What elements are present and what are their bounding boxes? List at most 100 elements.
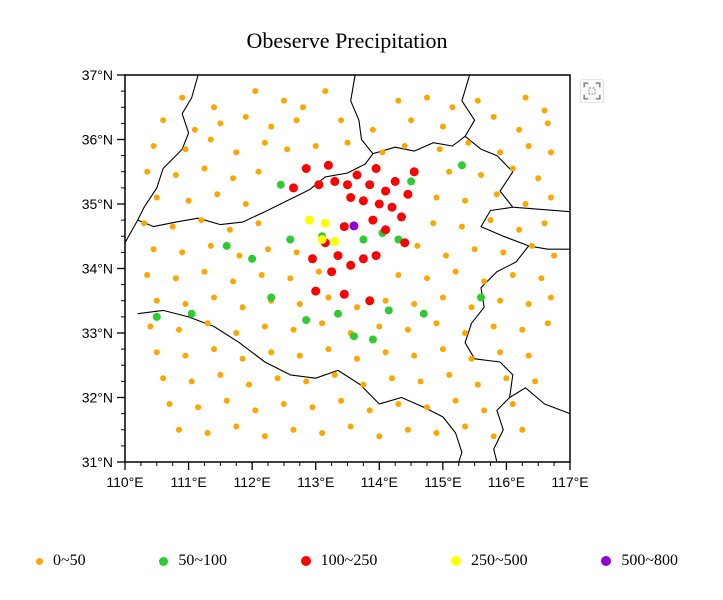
scatter-point-0-50 [465,139,472,146]
scatter-point-0-50 [439,123,446,130]
scatter-point-0-50 [525,352,532,359]
scatter-point-100-250 [365,180,375,190]
scatter-point-0-50 [430,220,437,227]
x-tick-label: 112°E [234,474,271,490]
scatter-point-0-50 [490,433,497,440]
scatter-point-0-50 [404,326,411,333]
scatter-point-100-250 [400,238,410,248]
scatter-point-100-250 [374,199,384,209]
scatter-point-100-250 [301,164,311,173]
scatter-point-0-50 [347,423,354,430]
scatter-point-0-50 [366,407,373,414]
scatter-point-100-250 [390,176,400,186]
scatter-point-100-250 [289,183,298,193]
scatter-point-100-250 [409,167,419,177]
scatter-point-0-50 [408,117,415,124]
scatter-point-0-50 [516,126,523,133]
legend-marker-icon [300,556,311,566]
scatter-point-0-50 [261,323,268,330]
scatter-point-0-50 [287,275,294,282]
map-outline [509,387,571,415]
y-tick-label: 35°N [82,196,113,212]
scatter-point-500-800 [349,221,359,231]
scatter-point-100-250 [368,215,378,225]
legend: 0~50 50~100 100~250 250~500 500~800 [36,552,678,570]
scatter-point-0-50 [551,252,558,259]
scatter-point-0-50 [211,294,217,301]
y-tick-label: 31°N [82,454,113,470]
scatter-point-0-50 [497,297,504,304]
scatter-point-50-100 [477,293,485,302]
y-tick-label: 34°N [82,261,113,277]
scatter-point-0-50 [211,104,217,111]
scatter-point-0-50 [246,381,252,388]
scatter-point-0-50 [547,149,554,156]
scatter-point-100-250 [397,212,406,222]
scatter-point-0-50 [433,194,440,201]
scatter-point-0-50 [233,423,240,430]
scatter-point-0-50 [201,165,208,172]
scatter-point-250-500 [304,215,314,225]
scatter-point-50-100 [407,177,416,186]
scatter-point-0-50 [315,268,322,275]
scatter-point-0-50 [376,323,383,330]
scatter-point-0-50 [490,113,497,120]
scatter-point-50-100 [419,309,428,318]
scatter-point-100-250 [333,251,343,261]
scatter-point-0-50 [153,349,160,356]
scatter-point-100-250 [308,254,317,264]
scatter-point-0-50 [242,113,249,120]
map-outline [309,74,374,191]
scatter-point-0-50 [522,201,529,207]
scatter-point-100-250 [358,254,368,264]
scatter-point-0-50 [535,175,542,182]
scatter-point-0-50 [449,104,456,111]
region-select-icon[interactable] [580,79,604,103]
scatter-point-0-50 [230,175,237,182]
scatter-point-0-50 [389,375,395,382]
frame-corners-icon [583,82,601,100]
scatter-point-100-250 [339,289,349,299]
scatter-point-0-50 [172,275,179,282]
scatter-point-0-50 [509,401,516,407]
scatter-point-0-50 [325,346,332,353]
scatter-point-0-50 [198,217,205,224]
scatter-point-100-250 [352,170,362,180]
scatter-point-100-250 [339,222,349,232]
scatter-point-0-50 [424,94,430,101]
scatter-point-0-50 [296,301,303,307]
scatter-point-0-50 [541,107,548,114]
scatter-point-0-50 [268,123,275,130]
scatter-point-100-250 [358,196,368,206]
scatter-point-50-100 [349,332,358,341]
scatter-point-0-50 [182,352,189,359]
legend-marker-icon [36,557,43,565]
scatter-point-100-250 [343,180,352,190]
scatter-point-0-50 [462,197,469,204]
scatter-point-0-50 [516,226,523,233]
scatter-point-0-50 [182,301,189,307]
scatter-point-0-50 [322,88,329,95]
scatter-point-0-50 [354,355,360,362]
scatter-point-0-50 [207,136,214,143]
scatter-point-0-50 [312,143,319,149]
scatter-point-0-50 [290,426,297,433]
scatter-point-0-50 [204,430,211,436]
legend-marker-icon [159,556,169,566]
scatter-point-0-50 [541,220,548,227]
scatter-point-0-50 [509,272,516,278]
scatter-point-0-50 [481,407,488,414]
scatter-point-0-50 [338,397,345,404]
scatter-point-100-250 [346,193,356,202]
scatter-point-0-50 [217,371,224,378]
scatter-point-0-50 [411,301,418,307]
scatter-point-0-50 [223,397,230,404]
scatter-point-0-50 [261,433,268,440]
scatter-point-0-50 [188,378,195,385]
scatter-point-0-50 [284,146,291,153]
scatter-point-0-50 [300,104,306,111]
scatter-point-0-50 [417,378,424,385]
scatter-point-50-100 [267,293,276,302]
scatter-point-0-50 [490,323,497,330]
scatter-point-0-50 [185,197,192,204]
